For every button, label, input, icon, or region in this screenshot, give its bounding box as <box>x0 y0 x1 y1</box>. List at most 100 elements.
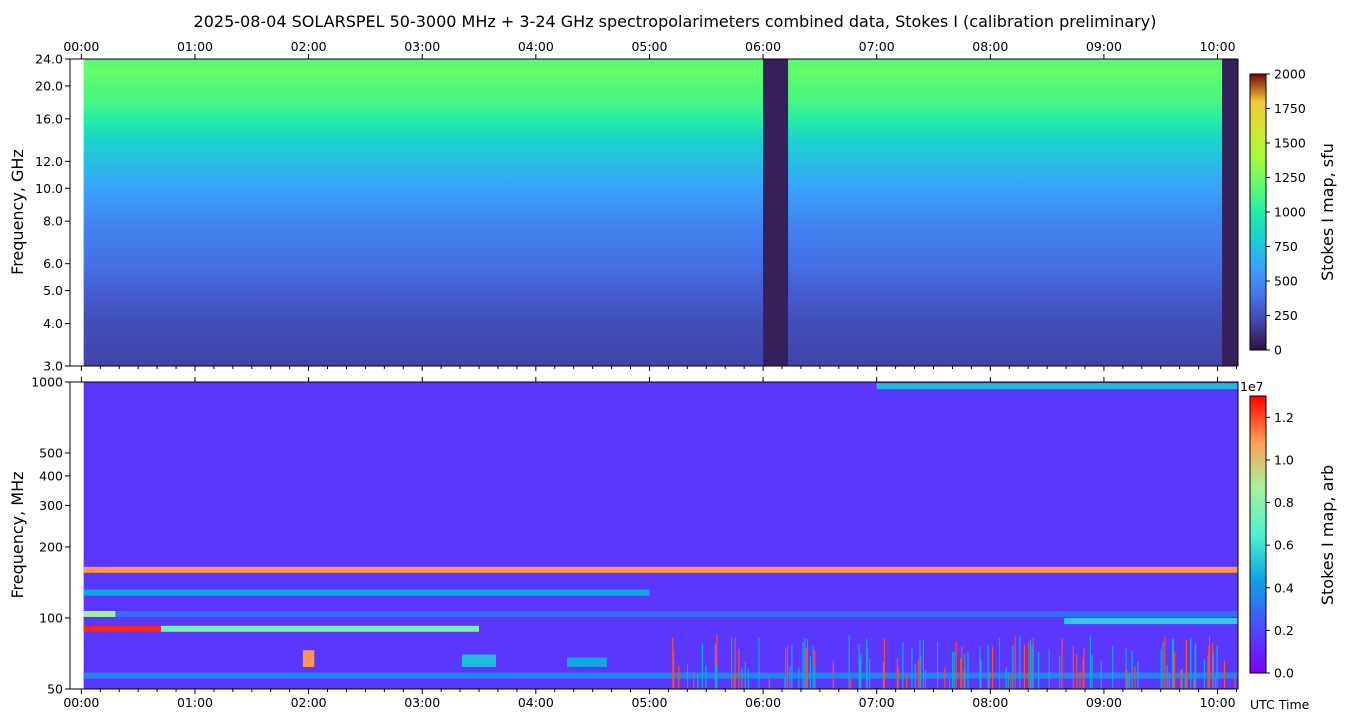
bottom-spike <box>936 641 939 689</box>
colorbar-tick-label: 0.4 <box>1274 580 1294 595</box>
bottom-spike <box>798 668 800 689</box>
colorbar-tick-label: 1.2 <box>1274 410 1294 425</box>
bottom-spike <box>714 643 716 689</box>
colorbar-tick-label: 1250 <box>1274 170 1306 185</box>
bottom-band <box>83 610 116 617</box>
bottom-colorbar-label: Stokes I map, arb <box>1318 465 1337 605</box>
bottom-band <box>1064 618 1238 625</box>
top-y-axis-label: Frequency, GHz <box>8 149 27 275</box>
x-tick-label: 01:00 <box>177 695 213 710</box>
bottom-band <box>160 625 480 632</box>
bottom-spike <box>1072 646 1074 689</box>
bottom-spike <box>673 649 675 689</box>
top-heatmap-body <box>83 59 1238 366</box>
bottom-spike <box>1079 670 1081 689</box>
bottom-spike <box>747 668 749 689</box>
x-tick-label: 09:00 <box>1086 695 1122 710</box>
bottom-panel-frame <box>69 381 1239 690</box>
x-tick-label: 07:00 <box>859 695 895 710</box>
colorbar-tick-label: 750 <box>1274 239 1298 254</box>
bottom-spike <box>960 658 962 689</box>
bottom-colorbar-gradient <box>1249 395 1267 674</box>
bottom-spike <box>967 651 969 689</box>
bottom-spike <box>917 659 919 689</box>
y-tick-label: 20.0 <box>35 78 63 93</box>
bottom-spike <box>883 638 885 689</box>
x-tick-label: 02:00 <box>291 695 327 710</box>
top-y-ticks: 3.0 4.0 5.0 6.0 8.0 10.0 12.0 16.0 20.0 24.0 <box>35 52 70 374</box>
top-data-gap <box>1222 59 1238 366</box>
bottom-spike <box>1012 645 1014 689</box>
colorbar-tick-label: 1.0 <box>1274 452 1294 467</box>
bottom-spike <box>809 656 812 689</box>
bottom-spike <box>964 654 966 689</box>
x-tick-label: 00:00 <box>63 39 99 54</box>
bottom-spike <box>1005 667 1007 689</box>
bottom-spike <box>741 675 743 689</box>
y-tick-label: 6.0 <box>43 256 63 271</box>
top-colorbar-ticks: 0 250 500 750 1000 1250 1500 1750 2000 <box>1266 67 1306 358</box>
bottom-spike <box>961 646 963 689</box>
bottom-spike <box>988 671 990 689</box>
x-tick-label: 01:00 <box>177 39 213 54</box>
x-tick-label: 10:00 <box>1200 695 1236 710</box>
bottom-y-axis-label: Frequency, MHz <box>8 471 27 598</box>
bottom-spike <box>980 659 982 689</box>
bottom-spike <box>738 649 740 689</box>
bottom-spike <box>858 644 860 689</box>
bottom-spike <box>1162 642 1164 689</box>
bottom-spike <box>716 634 718 689</box>
bottom-spike <box>768 674 770 689</box>
y-tick-label: 1000 <box>31 375 63 390</box>
bottom-band <box>83 589 650 596</box>
x-tick-label: 03:00 <box>404 39 440 54</box>
bottom-spike <box>1083 648 1085 689</box>
bottom-spike <box>859 659 861 689</box>
bottom-spike <box>804 638 806 689</box>
x-tick-label: 08:00 <box>972 695 1008 710</box>
bottom-spike <box>992 646 994 689</box>
bottom-spike <box>1168 672 1170 689</box>
bottom-heatmap-body <box>83 382 1238 689</box>
bottom-burst <box>461 654 497 667</box>
bottom-spike <box>1181 669 1183 689</box>
bottom-spike <box>1059 655 1061 689</box>
bottom-spike <box>1089 636 1092 689</box>
bottom-spike <box>1184 676 1186 689</box>
bottom-band <box>83 566 1238 573</box>
bottom-spike <box>1125 647 1127 689</box>
bottom-spike <box>953 652 955 689</box>
bottom-spike <box>802 641 804 689</box>
bottom-spike <box>1212 652 1214 689</box>
bottom-spike <box>869 658 871 689</box>
bottom-spike <box>1048 648 1050 689</box>
bottom-spike <box>832 660 834 689</box>
bottom-spike <box>686 663 689 689</box>
bottom-spike <box>897 666 899 689</box>
bottom-spike <box>1131 650 1133 689</box>
bottom-spike <box>1234 675 1236 689</box>
bottom-spike <box>1028 641 1030 689</box>
bottom-colorbar-ticks: 0.0 0.2 0.4 0.6 0.8 1.0 1.2 <box>1266 410 1294 681</box>
bottom-spike <box>1031 645 1033 689</box>
bottom-spike <box>1216 645 1218 689</box>
bottom-spike <box>882 662 885 689</box>
bottom-spike <box>963 670 965 689</box>
bottom-spike <box>919 640 921 689</box>
bottom-spike <box>1186 676 1188 689</box>
y-tick-label: 500 <box>39 446 63 461</box>
bottom-spike <box>1160 648 1162 689</box>
x-tick-label: 09:00 <box>1086 39 1122 54</box>
bottom-spike <box>744 662 746 689</box>
colorbar-tick-label: 500 <box>1274 274 1298 289</box>
colorbar-tick-label: 0.6 <box>1274 538 1294 553</box>
x-tick-label: 07:00 <box>859 39 895 54</box>
x-tick-label: 05:00 <box>631 39 667 54</box>
bottom-spike <box>1164 636 1166 689</box>
bottom-band <box>83 625 161 632</box>
bottom-spike <box>731 637 733 689</box>
bottom-spike <box>758 637 760 689</box>
y-tick-label: 24.0 <box>35 52 63 67</box>
colorbar-tick-label: 0.8 <box>1274 495 1294 510</box>
bottom-band <box>83 672 1238 679</box>
